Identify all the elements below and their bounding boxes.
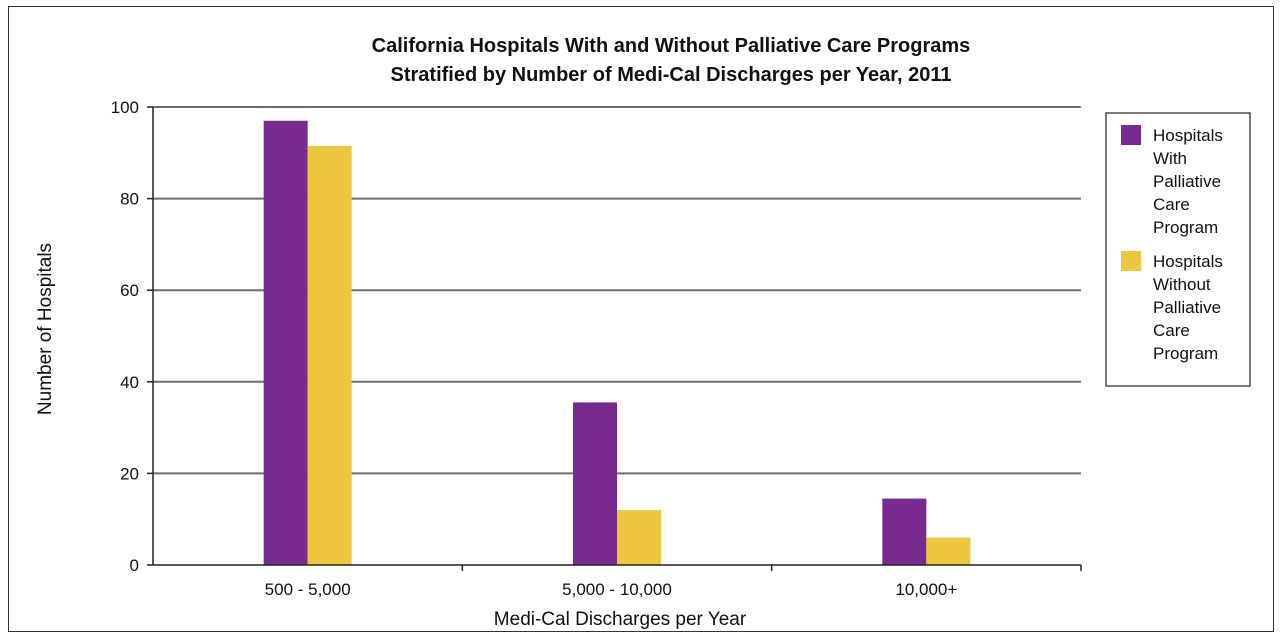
legend-box xyxy=(1105,112,1251,387)
y-tick-label: 0 xyxy=(130,556,139,575)
legend-label: With xyxy=(1153,149,1187,168)
x-tick-label: 500 - 5,000 xyxy=(265,580,351,599)
y-axis-title: Number of Hospitals xyxy=(35,243,56,415)
legend-swatch xyxy=(1121,125,1141,145)
legend-label: Hospitals xyxy=(1153,126,1223,145)
axes: 0 20 40 60 80 100 500 - 5,000 5,000 - 10,000 10,… xyxy=(111,98,1082,599)
bar-with-program xyxy=(882,498,927,565)
y-tick-label: 100 xyxy=(111,98,139,117)
x-tick-label: 5,000 - 10,000 xyxy=(562,580,672,599)
chart-frame: California Hospitals With and Without Pa… xyxy=(8,6,1274,632)
y-tick-label: 20 xyxy=(120,464,139,483)
bar-with-program xyxy=(263,120,308,566)
legend-label: Care xyxy=(1153,195,1190,214)
legend-label: Palliative xyxy=(1153,172,1221,191)
legend-label: Program xyxy=(1153,218,1218,237)
bar-chart: California Hospitals With and Without Pa… xyxy=(35,35,1251,630)
chart-title: California Hospitals With and Without Pa… xyxy=(372,35,971,86)
bar-with-program xyxy=(573,402,617,565)
y-tick-label: 40 xyxy=(120,373,139,392)
x-tick-label: 10,000+ xyxy=(895,580,957,599)
legend-swatch xyxy=(1121,251,1141,271)
bar-without-program xyxy=(617,510,661,565)
legend-label: Palliative xyxy=(1153,298,1221,317)
chart-title-line-1: California Hospitals With and Without Pa… xyxy=(372,35,971,57)
y-tick-label: 80 xyxy=(120,190,139,209)
legend-label: Hospitals xyxy=(1153,252,1223,271)
x-axis-title: Medi-Cal Discharges per Year xyxy=(494,609,747,630)
bar-without-program xyxy=(926,537,971,565)
bars xyxy=(263,120,971,566)
legend: Hospitals With Palliative Care Program Hospit… xyxy=(1105,112,1251,387)
chart-title-line-2: Stratified by Number of Medi-Cal Dischar… xyxy=(391,64,952,86)
bar-without-program xyxy=(307,145,352,565)
legend-label: Program xyxy=(1153,344,1218,363)
legend-label: Care xyxy=(1153,321,1190,340)
y-tick-label: 60 xyxy=(120,281,139,300)
legend-label: Without xyxy=(1153,275,1211,294)
